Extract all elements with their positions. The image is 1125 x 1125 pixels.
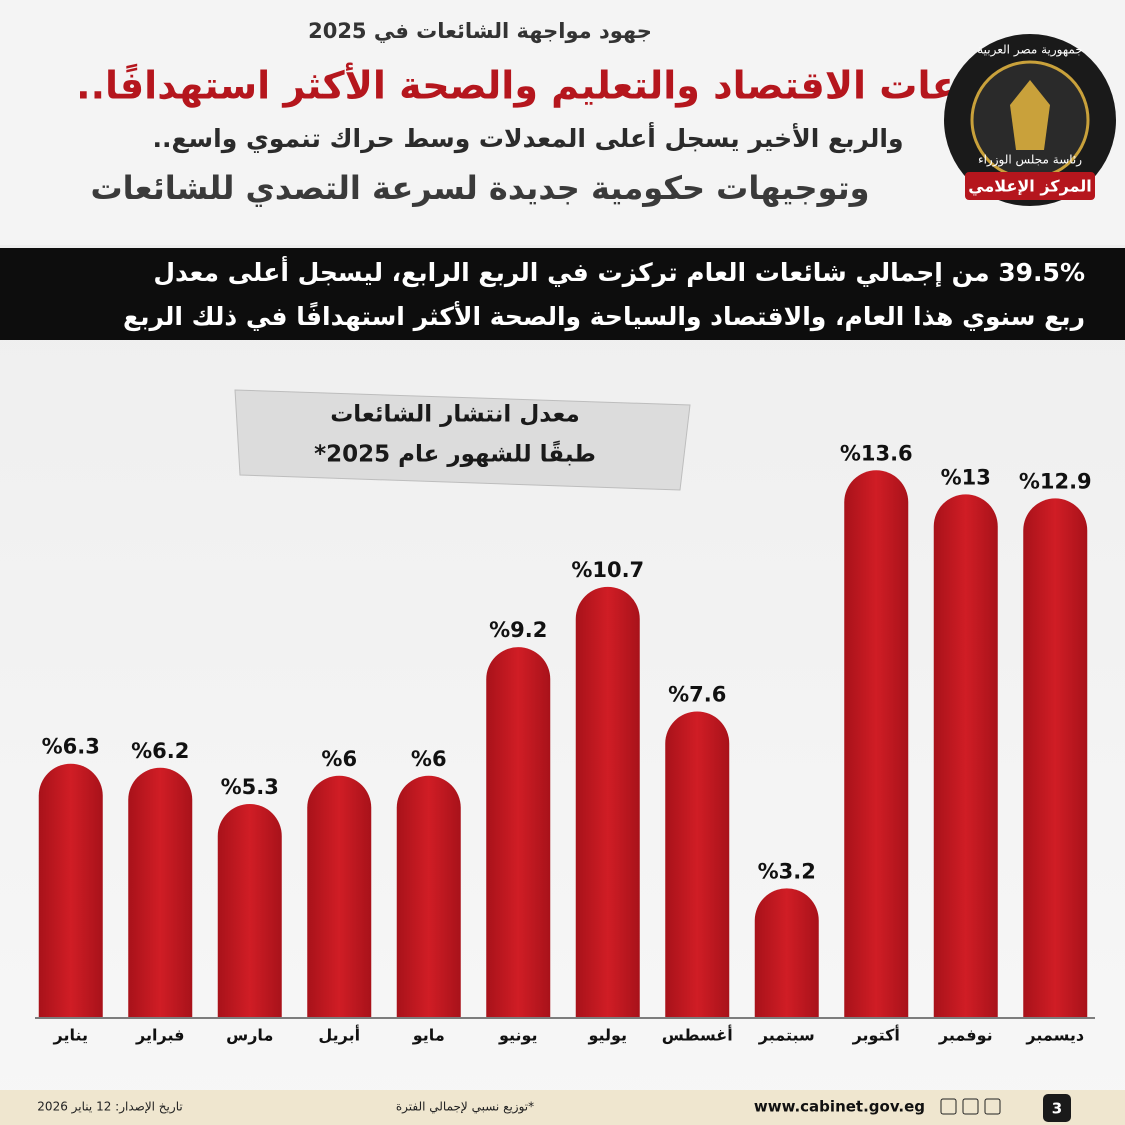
- x-tick-label: ديسمبر: [1025, 1026, 1084, 1045]
- value-label: %6.3: [42, 735, 100, 759]
- value-label: %6: [321, 747, 357, 771]
- x-tick-label: يناير: [52, 1026, 88, 1045]
- x-tick-label: مايو: [412, 1026, 445, 1045]
- value-label: %12.9: [1019, 469, 1092, 493]
- title: قطاعات الاقتصاد والتعليم والصحة الأكثر ا…: [76, 62, 1034, 109]
- value-label: %7.6: [668, 682, 726, 706]
- page-number: 3: [1052, 1100, 1062, 1118]
- value-label: %5.3: [221, 775, 279, 799]
- social-icon: [940, 1098, 957, 1115]
- logo-text: المركز الإعلامي: [968, 177, 1092, 197]
- kicker: جهود مواجهة الشائعات في 2025: [308, 19, 652, 43]
- value-label: %9.2: [489, 618, 547, 642]
- banner-text: ربع سنوي هذا العام، والاقتصاد والسياحة و…: [123, 301, 1085, 332]
- footer: [0, 1090, 1125, 1125]
- x-tick-label: سبتمبر: [758, 1026, 815, 1045]
- bar: [307, 775, 372, 1017]
- x-tick-label: يوليو: [587, 1026, 627, 1045]
- bar: [844, 470, 909, 1017]
- bar: [38, 763, 103, 1017]
- chart-title: معدل انتشار الشائعات: [330, 402, 580, 428]
- banner: [0, 248, 1125, 340]
- banner-text: 39.5% من إجمالي شائعات العام تركزت في ال…: [153, 256, 1085, 288]
- x-tick-label: نوفمبر: [938, 1026, 993, 1045]
- social-icon: [984, 1098, 1001, 1115]
- bar: [665, 711, 730, 1017]
- subtitle: وتوجيهات حكومية جديدة لسرعة التصدي للشائ…: [90, 169, 869, 207]
- header-bg: [0, 0, 1125, 245]
- x-tick-label: مارس: [226, 1026, 273, 1045]
- bar: [575, 586, 640, 1017]
- value-label: %6.2: [131, 739, 189, 763]
- value-label: %10.7: [571, 558, 644, 582]
- x-tick-label: أغسطس: [662, 1025, 733, 1045]
- x-tick-label: أبريل: [318, 1025, 360, 1045]
- bar: [1023, 498, 1088, 1017]
- footnote: *توزيع نسبي لإجمالي الفترة: [396, 1100, 534, 1115]
- page-badge: [1043, 1094, 1071, 1122]
- url: www.cabinet.gov.eg: [754, 1098, 925, 1116]
- value-label: %3.2: [758, 859, 816, 883]
- bar: [396, 775, 461, 1017]
- bar: [128, 767, 193, 1017]
- subtitle: والربع الأخير يسجل أعلى المعدلات وسط حرا…: [152, 122, 903, 154]
- bar: [754, 888, 819, 1017]
- x-tick-label: فبراير: [135, 1026, 184, 1045]
- date: تاريخ الإصدار: 12 يناير 2026: [37, 1100, 182, 1115]
- value-label: %13: [941, 465, 991, 489]
- social-icon: [962, 1098, 979, 1115]
- logo-text: جمهورية مصر العربية: [977, 43, 1083, 58]
- title-ribbon: [234, 389, 691, 491]
- value-label: %6: [411, 747, 447, 771]
- logo-banner: [965, 172, 1095, 200]
- x-tick-label: أكتوبر: [852, 1025, 900, 1045]
- bar: [486, 647, 551, 1017]
- chart-title: طبقًا للشهور عام 2025*: [314, 440, 596, 467]
- eagle-icon: [1010, 80, 1050, 150]
- value-label: %13.6: [840, 441, 913, 465]
- bar: [217, 803, 282, 1017]
- bar: [933, 494, 998, 1017]
- logo-text: رئاسة مجلس الوزراء: [978, 153, 1082, 168]
- x-tick-label: يونيو: [498, 1026, 538, 1045]
